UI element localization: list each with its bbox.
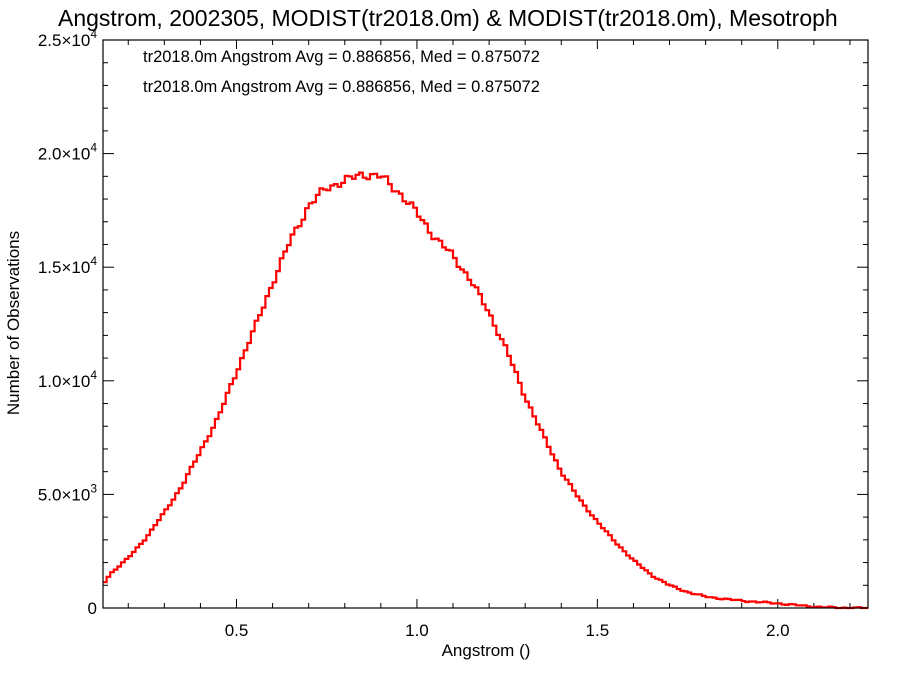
plot-frame: [102, 39, 869, 609]
series-layer: [103, 171, 868, 610]
y-tick-exponent: 4: [90, 254, 97, 268]
y-tick-mantissa: 0: [88, 599, 97, 618]
y-tick-exponent: 4: [90, 141, 97, 155]
y-tick-label: 0: [88, 599, 97, 618]
y-tick-exponent: 3: [90, 481, 97, 495]
x-tick-group: 0.5 1.0 1.5 2.0: [127, 40, 851, 640]
stats-annotation-red: tr2018.0m Angstrom Avg = 0.886856, Med =…: [143, 78, 540, 96]
y-tick-mantissa: 2.0×10: [38, 145, 90, 164]
y-tick-exponent: 4: [90, 27, 97, 41]
y-tick-label: 2.0×104: [38, 141, 97, 164]
y-tick-label: 1.0×104: [38, 368, 97, 391]
y-tick-label: 5.0×103: [38, 481, 97, 504]
stats-annotation-black: tr2018.0m Angstrom Avg = 0.886856, Med =…: [143, 48, 540, 66]
x-tick-label: 1.0: [405, 621, 429, 640]
x-tick-label: 1.5: [586, 621, 610, 640]
y-tick-label: 1.5×104: [38, 254, 97, 277]
y-tick-mantissa: 1.5×10: [38, 258, 90, 277]
histogram-series-0: [103, 171, 868, 610]
y-tick-exponent: 4: [90, 368, 97, 382]
y-axis-label: Number of Observations: [4, 231, 23, 415]
x-tick-label: 2.0: [766, 621, 790, 640]
y-tick-mantissa: 5.0×10: [38, 485, 90, 504]
x-tick-label: 0.5: [225, 621, 249, 640]
y-tick-label: 2.5×104: [38, 27, 97, 50]
y-tick-mantissa: 1.0×10: [38, 372, 90, 391]
x-axis-label: Angstrom (): [442, 641, 531, 660]
chart-title: Angstrom, 2002305, MODIST(tr2018.0m) & M…: [58, 5, 838, 31]
y-tick-mantissa: 2.5×10: [38, 31, 90, 50]
